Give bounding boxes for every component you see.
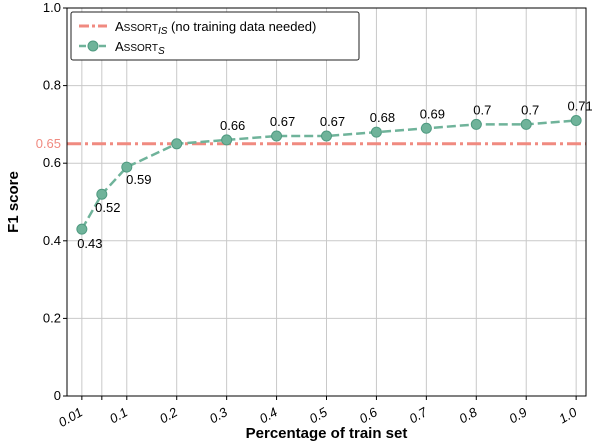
legend: ASSORTIS (no training data needed) ASSOR… bbox=[70, 11, 360, 61]
assort-s-point bbox=[321, 130, 332, 142]
assort-s-point bbox=[121, 161, 133, 173]
y-tick-label: 0.4 bbox=[43, 233, 61, 248]
y-tick-label: 1.0 bbox=[43, 0, 61, 15]
x-tick-label: 0.4 bbox=[257, 404, 280, 426]
x-tick-label: 0.3 bbox=[207, 404, 231, 426]
legend-name-initial: A bbox=[115, 39, 124, 54]
legend-entry-reference-suffix: (no training data needed) bbox=[167, 19, 316, 34]
data-label: 0.59 bbox=[126, 172, 151, 187]
grid bbox=[67, 7, 586, 397]
assort-s-point bbox=[96, 188, 108, 200]
y-tick-label: 0.2 bbox=[43, 310, 61, 325]
data-labels: 0.43 0.52 0.59 0.66 0.67 0.67 0.68 0.69 0.7 0.7 0.… bbox=[77, 99, 592, 252]
legend-box bbox=[70, 11, 360, 61]
assort-s-point bbox=[470, 118, 482, 130]
x-tick-label: 0.1 bbox=[107, 404, 130, 426]
data-label: 0.68 bbox=[370, 110, 395, 125]
x-tick-label: 1.0 bbox=[556, 404, 580, 426]
data-label: 0.67 bbox=[320, 114, 345, 129]
assort-s-point bbox=[520, 118, 532, 130]
data-label: 0.69 bbox=[420, 106, 445, 121]
x-tick-label: 0.5 bbox=[307, 404, 331, 426]
assort-s-point bbox=[221, 134, 233, 146]
assort-s-line bbox=[80, 119, 577, 230]
data-label: 0.7 bbox=[473, 102, 491, 117]
y-tick-label: 0.8 bbox=[43, 78, 61, 93]
legend-entry-assort-s-subscript: S bbox=[158, 46, 165, 57]
y-axis-title: F1 score bbox=[5, 171, 22, 233]
reference-value-label: 0.65 bbox=[36, 136, 61, 151]
y-tick-label: 0.6 bbox=[43, 155, 61, 170]
data-label: 0.66 bbox=[220, 118, 245, 133]
data-label: 0.7 bbox=[521, 102, 539, 117]
assort-s-point bbox=[171, 138, 183, 150]
legend-marker-assort-s bbox=[87, 40, 99, 52]
assort-s-point bbox=[271, 130, 283, 142]
data-label: 0.71 bbox=[567, 99, 592, 114]
legend-name-initial: A bbox=[115, 19, 124, 34]
x-tick-label: 0.8 bbox=[456, 404, 480, 426]
legend-entry-reference: ASSORTIS (no training data needed) bbox=[115, 19, 316, 37]
x-axis-title: Percentage of train set bbox=[246, 425, 408, 442]
legend-entry-assort-s: ASSORTS bbox=[115, 39, 165, 57]
x-tick-label: 0.2 bbox=[157, 404, 181, 426]
y-axis-ticks: 0 0.2 0.4 0.6 0.8 1.0 0.65 bbox=[36, 0, 67, 403]
x-tick-label: 0.7 bbox=[407, 404, 431, 426]
data-label: 0.67 bbox=[270, 114, 295, 129]
assort-s-point bbox=[570, 115, 582, 127]
data-label: 0.43 bbox=[77, 236, 102, 251]
legend-entry-reference-subscript: IS bbox=[158, 26, 168, 37]
assort-s-point bbox=[370, 126, 382, 138]
x-tick-label: 0.01 bbox=[56, 404, 85, 430]
x-tick-label: 0.6 bbox=[357, 404, 381, 426]
assort-s-point bbox=[76, 223, 88, 235]
legend-entry-assort-s-name: ASSORT bbox=[115, 39, 158, 54]
y-tick-label: 0 bbox=[54, 388, 61, 403]
legend-name-small-caps: SSORT bbox=[124, 23, 158, 34]
legend-name-small-caps: SSORT bbox=[124, 43, 158, 54]
data-label: 0.52 bbox=[95, 200, 120, 215]
assort-s-point bbox=[420, 122, 432, 134]
x-tick-label: 0.9 bbox=[506, 404, 529, 426]
series-layer bbox=[76, 115, 582, 235]
legend-entry-reference-name: ASSORT bbox=[115, 19, 158, 34]
